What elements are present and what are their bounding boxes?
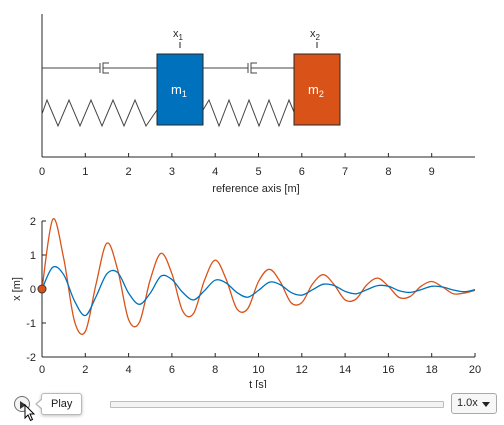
x-axis-tick-label: 8 — [212, 364, 218, 376]
speed-value: 1.0x — [457, 397, 478, 409]
x-axis-tick-label: 10 — [252, 364, 264, 376]
x-axis-tick-label: 12 — [296, 364, 308, 376]
plot-series-group — [37, 218, 476, 335]
x-axis-tick-label: 6 — [169, 364, 175, 376]
mass-2-label: m2 — [308, 82, 324, 99]
x-axis-tick-label: 18 — [426, 364, 438, 376]
ref-axis-tick-label: 3 — [169, 166, 175, 178]
playback-controls: Play 1.0x — [0, 388, 504, 425]
reference-axis-label: reference axis [m] — [212, 183, 299, 195]
ref-axis-tick-label: 6 — [299, 166, 305, 178]
x-axis-tick-label: 0 — [39, 364, 45, 376]
chevron-down-icon — [482, 402, 490, 407]
plot-y-label: x [m] — [11, 277, 23, 301]
play-icon — [20, 400, 26, 409]
y-axis-tick-label: -1 — [26, 318, 36, 330]
ref-axis-tick-label: 4 — [212, 166, 218, 178]
x-axis-tick-label: 2 — [82, 364, 88, 376]
ref-axis-tick-label: 1 — [82, 166, 88, 178]
mass-1-label: m1 — [171, 82, 187, 99]
ref-axis-tick-label: 5 — [255, 166, 261, 178]
x-axis-tick-label: 20 — [469, 364, 481, 376]
reference-axis-ticks: 0 1 2 3 4 5 6 7 8 9 — [39, 153, 435, 178]
x2-marker-label: x2 — [310, 28, 321, 42]
y-axis-tick-label: 0 — [30, 284, 36, 296]
speed-select[interactable]: 1.0x — [451, 393, 497, 414]
series-line-1 — [41, 265, 476, 317]
y-axis-tick-label: 2 — [30, 216, 36, 228]
ref-axis-tick-label: 9 — [429, 166, 435, 178]
y-axis-tick-label: -2 — [26, 352, 36, 364]
damper-1 — [42, 62, 157, 74]
plot-x-ticks: 0 2 4 6 8 10 12 14 16 18 20 — [39, 353, 481, 376]
x-axis-tick-label: 14 — [339, 364, 351, 376]
plot-x-label: t [s] — [249, 379, 267, 388]
ref-axis-tick-label: 8 — [385, 166, 391, 178]
ref-axis-tick-label: 7 — [342, 166, 348, 178]
mouse-pointer-icon — [24, 404, 36, 422]
x-axis-tick-label: 16 — [382, 364, 394, 376]
spring-2 — [202, 98, 295, 128]
ref-axis-tick-label: 2 — [126, 166, 132, 178]
ref-axis-tick-label: 0 — [39, 166, 45, 178]
damper-2 — [203, 62, 294, 74]
mass-1-block — [156, 53, 204, 126]
x1-marker-label: x1 — [173, 28, 184, 42]
time-slider[interactable] — [110, 401, 444, 408]
y-axis-tick-label: 1 — [30, 250, 36, 262]
current-time-marker — [37, 284, 47, 294]
response-plot: 0 2 4 6 8 10 12 14 16 18 20 210-1-2 t [s] x [m] — [11, 216, 481, 388]
x-axis-tick-label: 4 — [126, 364, 132, 376]
mass-2-block — [293, 53, 341, 126]
spring-1 — [41, 98, 158, 128]
play-tooltip: Play — [34, 393, 83, 415]
series-line-2 — [41, 218, 476, 335]
